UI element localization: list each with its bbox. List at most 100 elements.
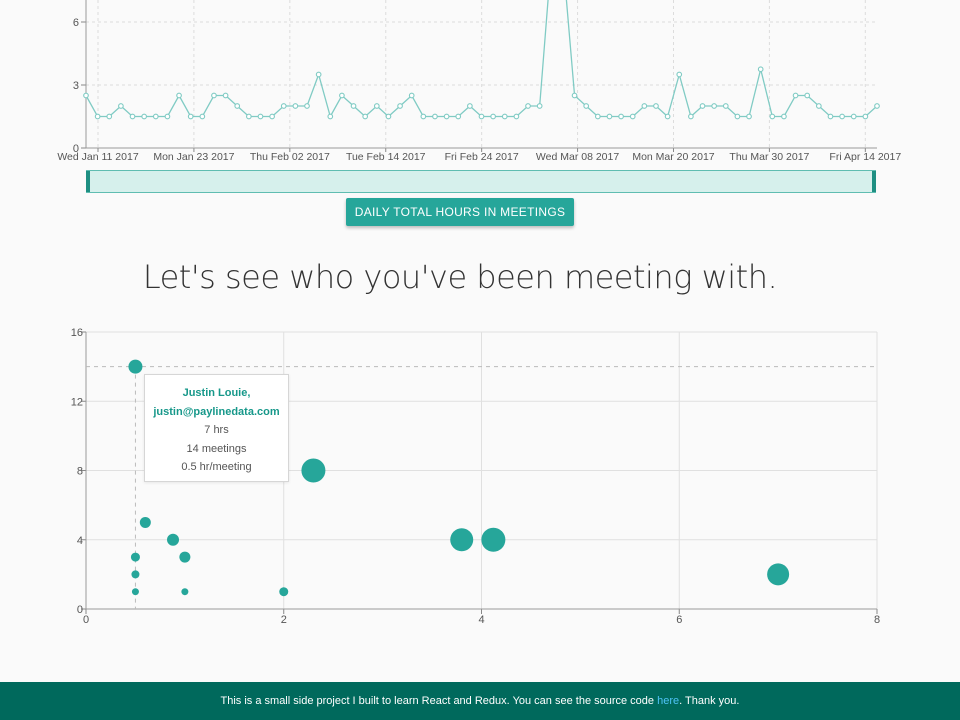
line-point	[83, 92, 89, 99]
tooltip-email: justin@paylinedata.com	[153, 405, 280, 418]
line-x-tick-label: Mon Jan 23 2017	[153, 151, 234, 163]
line-point	[792, 92, 799, 99]
line-point	[688, 113, 694, 120]
line-point	[164, 113, 171, 120]
daily-hours-line-chart: 0 3 6 Wed Jan 11 2017 Mon Jan 23 2017 Thu Feb…	[57, 0, 901, 163]
line-point	[804, 92, 811, 99]
line-point	[839, 113, 845, 120]
scatter-x-tick-label: 0	[83, 614, 89, 626]
scatter-point	[279, 587, 289, 597]
line-point	[176, 92, 182, 99]
line-point	[653, 103, 659, 109]
line-x-tick-label: Wed Mar 08 2017	[536, 151, 619, 163]
scatter-point	[128, 359, 143, 374]
line-point	[501, 113, 508, 120]
line-point	[571, 92, 578, 99]
scatter-x-tick-label: 8	[874, 614, 880, 626]
line-point	[246, 113, 252, 120]
tooltip-hours: 7 hrs	[204, 424, 229, 436]
line-point	[234, 103, 241, 109]
line-x-tick-label: Tue Feb 14 2017	[346, 151, 426, 163]
line-point	[711, 103, 717, 109]
line-point	[269, 113, 275, 120]
scatter-point	[179, 551, 191, 563]
daily-total-hours-button[interactable]: DAILY TOTAL HOURS IN MEETINGS	[346, 198, 574, 226]
source-code-link[interactable]: here	[657, 695, 680, 707]
line-point	[746, 113, 752, 120]
line-point	[211, 92, 217, 99]
line-point	[583, 103, 590, 109]
line-point	[385, 113, 392, 120]
line-point	[408, 92, 415, 99]
line-point	[362, 113, 369, 120]
line-x-tick-label: Fri Apr 14 2017	[829, 151, 901, 163]
line-point	[641, 103, 648, 109]
scatter-y-tick-label: 16	[71, 327, 83, 339]
scatter-x-tick-label: 2	[281, 614, 287, 626]
line-point	[490, 113, 496, 120]
line-x-tick-label: Wed Jan 11 2017	[57, 151, 138, 163]
line-point	[734, 113, 741, 120]
line-point	[420, 113, 427, 120]
tooltip-name: Justin Louie,	[182, 387, 251, 399]
line-point	[513, 113, 520, 120]
line-point	[722, 103, 729, 109]
scatter-point	[181, 588, 189, 596]
line-point	[94, 113, 101, 120]
scatter-point	[450, 528, 474, 552]
tooltip-meetings: 14 meetings	[186, 442, 247, 455]
line-point	[152, 113, 159, 120]
scatter-y-tick-label: 4	[77, 535, 83, 547]
line-x-tick-label: Thu Feb 02 2017	[250, 151, 330, 163]
line-y-tick-label: 3	[73, 80, 79, 92]
line-point	[350, 103, 357, 109]
line-point	[118, 103, 124, 109]
scatter-y-tick-label: 12	[71, 396, 83, 408]
line-point	[629, 113, 636, 120]
meetings-scatter-chart: 0 4 8 12 16 0 2 4 6 8	[71, 327, 880, 626]
line-point	[339, 92, 345, 99]
footer-text: This is a small side project I built to …	[220, 695, 658, 707]
line-y-tick-label: 6	[73, 17, 79, 29]
line-point	[769, 113, 776, 120]
scatter-x-tick-label: 4	[478, 614, 484, 626]
line-series	[85, 0, 878, 119]
line-point	[781, 113, 787, 120]
brush-handle-left[interactable]	[86, 171, 90, 192]
line-point	[478, 113, 485, 120]
line-point	[594, 113, 601, 120]
line-point	[199, 113, 206, 120]
scatter-x-tick-label: 6	[676, 614, 682, 626]
scatter-point	[301, 458, 326, 483]
line-point	[106, 113, 113, 120]
line-point	[129, 113, 136, 120]
line-point	[757, 66, 764, 73]
brush-handle-right[interactable]	[872, 171, 876, 192]
line-point	[443, 113, 450, 120]
section-heading: Let's see who you've been meeting with.	[142, 258, 778, 296]
line-point	[315, 71, 322, 78]
line-point	[304, 103, 310, 109]
line-point	[618, 113, 624, 120]
line-point	[606, 113, 613, 120]
line-point	[815, 103, 822, 109]
line-point	[467, 103, 473, 109]
line-point	[536, 103, 543, 109]
line-point	[397, 103, 403, 109]
scatter-point	[167, 533, 180, 546]
line-point	[257, 113, 264, 120]
line-point	[664, 113, 671, 120]
date-range-brush[interactable]	[86, 170, 876, 193]
line-x-tick-label: Mon Mar 20 2017	[632, 151, 714, 163]
footer-thanks: . Thank you.	[679, 695, 740, 707]
scatter-point	[130, 552, 140, 562]
line-point	[373, 103, 380, 109]
line-point	[525, 103, 531, 109]
line-y-tick-label: 0	[73, 143, 79, 155]
scatter-point	[139, 516, 151, 528]
line-point	[862, 113, 869, 120]
footer: This is a small side project I built to …	[0, 682, 960, 720]
line-point	[827, 113, 834, 120]
line-point	[222, 92, 229, 99]
scatter-point	[131, 588, 139, 596]
